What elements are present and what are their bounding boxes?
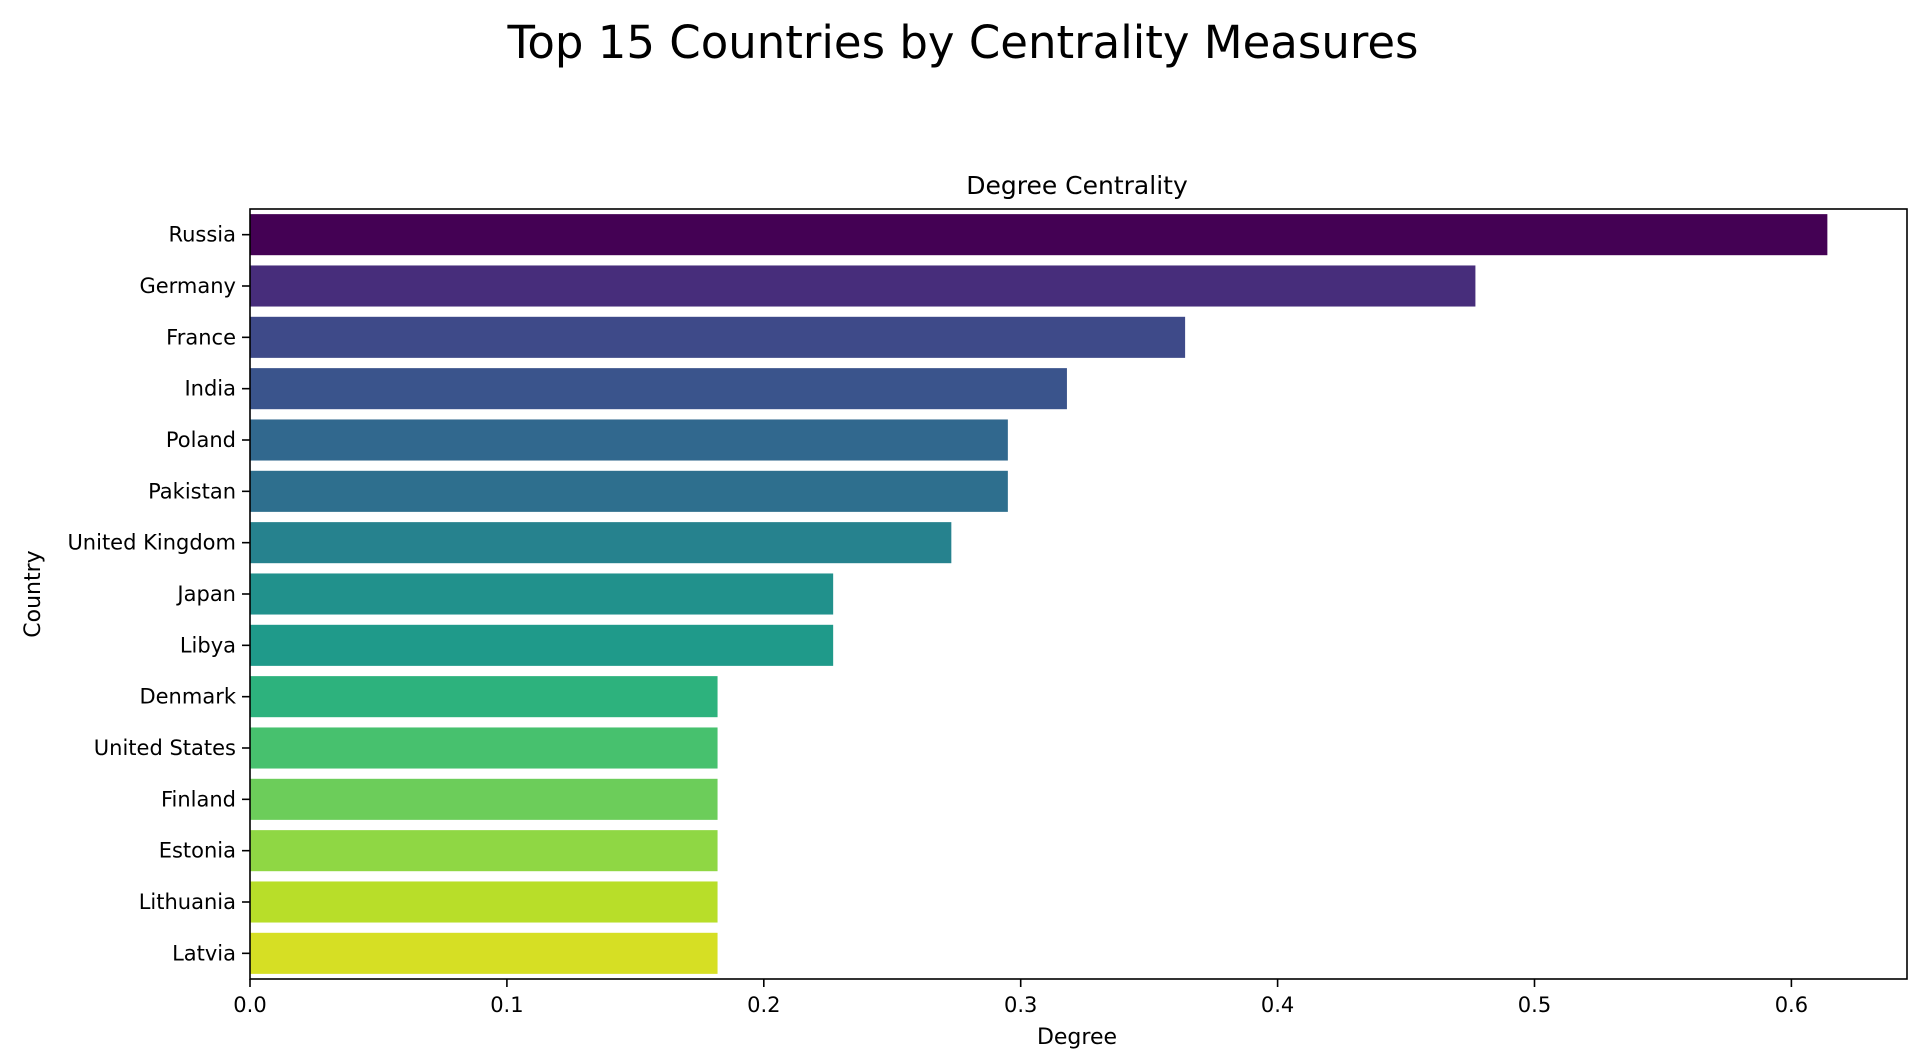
x-tick-label: 0.1 <box>490 993 523 1017</box>
y-tick-label-germany: Germany <box>139 274 236 298</box>
y-tick-label-estonia: Estonia <box>159 839 236 863</box>
y-tick-label-latvia: Latvia <box>172 941 236 965</box>
x-tick-label: 0.5 <box>1518 993 1551 1017</box>
x-axis-label: Degree <box>1037 1025 1117 1050</box>
y-tick-label-finland: Finland <box>161 787 236 811</box>
bar-united-states <box>250 727 718 769</box>
bar-germany <box>250 265 1476 307</box>
chart-title: Degree Centrality <box>966 171 1188 200</box>
y-tick-label-japan: Japan <box>175 582 236 606</box>
x-tick-label: 0.4 <box>1261 993 1294 1017</box>
bar-libya <box>250 624 834 666</box>
bar-france <box>250 316 1186 358</box>
bar-japan <box>250 573 834 615</box>
y-tick-label-libya: Libya <box>180 633 236 657</box>
bar-united-kingdom <box>250 522 952 564</box>
y-tick-label-poland: Poland <box>166 428 236 452</box>
bar-india <box>250 368 1067 410</box>
bar-poland <box>250 419 1008 461</box>
bar-denmark <box>250 676 718 718</box>
bar-estonia <box>250 830 718 872</box>
bar-russia <box>250 214 1828 256</box>
bar-pakistan <box>250 470 1008 512</box>
x-axis: 0.0 0.1 0.2 0.3 0.4 0.5 0.6 <box>233 979 1808 1017</box>
bar-lithuania <box>250 881 718 923</box>
figure-title: Top 15 Countries by Centrality Measures <box>506 16 1418 69</box>
x-tick-label: 0.2 <box>747 993 780 1017</box>
bars-group <box>250 214 1828 974</box>
y-tick-label-denmark: Denmark <box>139 685 236 709</box>
y-tick-label-united-states: United States <box>94 736 236 760</box>
x-tick-label: 0.6 <box>1775 993 1808 1017</box>
y-tick-label-india: India <box>184 377 236 401</box>
y-tick-label-russia: Russia <box>168 223 236 247</box>
y-tick-label-pakistan: Pakistan <box>148 479 236 503</box>
y-axis-label: Country <box>21 550 46 637</box>
y-tick-label-lithuania: Lithuania <box>139 890 236 914</box>
x-tick-label: 0.3 <box>1004 993 1037 1017</box>
y-tick-label-france: France <box>166 325 236 349</box>
x-tick-label: 0.0 <box>233 993 266 1017</box>
bar-finland <box>250 778 718 820</box>
y-tick-label-united-kingdom: United Kingdom <box>67 531 236 555</box>
bar-latvia <box>250 932 718 974</box>
y-axis: Russia Germany France India Poland Pakistan Un… <box>67 223 250 965</box>
